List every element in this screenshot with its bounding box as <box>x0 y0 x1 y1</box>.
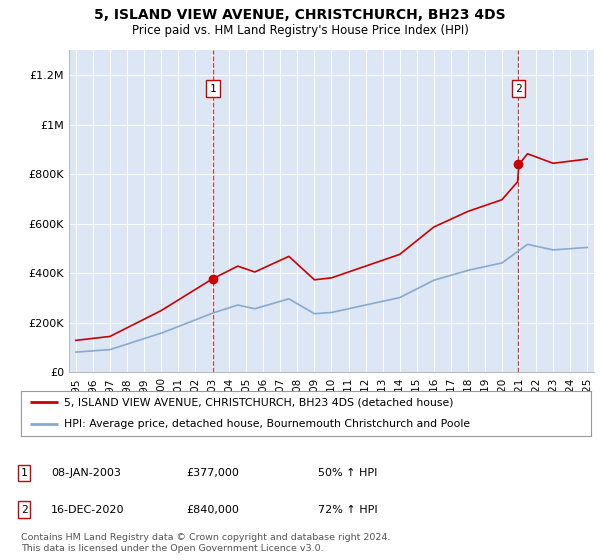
Text: £377,000: £377,000 <box>186 468 239 478</box>
Text: 5, ISLAND VIEW AVENUE, CHRISTCHURCH, BH23 4DS (detached house): 5, ISLAND VIEW AVENUE, CHRISTCHURCH, BH2… <box>64 397 453 407</box>
Text: 50% ↑ HPI: 50% ↑ HPI <box>318 468 377 478</box>
Text: 2: 2 <box>20 505 28 515</box>
Text: 08-JAN-2003: 08-JAN-2003 <box>51 468 121 478</box>
Text: £840,000: £840,000 <box>186 505 239 515</box>
Text: 72% ↑ HPI: 72% ↑ HPI <box>318 505 377 515</box>
Text: 16-DEC-2020: 16-DEC-2020 <box>51 505 125 515</box>
Text: Contains HM Land Registry data © Crown copyright and database right 2024.
This d: Contains HM Land Registry data © Crown c… <box>21 533 391 553</box>
Text: 5, ISLAND VIEW AVENUE, CHRISTCHURCH, BH23 4DS: 5, ISLAND VIEW AVENUE, CHRISTCHURCH, BH2… <box>94 8 506 22</box>
Text: Price paid vs. HM Land Registry's House Price Index (HPI): Price paid vs. HM Land Registry's House … <box>131 24 469 36</box>
Text: HPI: Average price, detached house, Bournemouth Christchurch and Poole: HPI: Average price, detached house, Bour… <box>64 419 470 430</box>
Text: 2: 2 <box>515 84 521 94</box>
Text: 1: 1 <box>20 468 28 478</box>
Text: 1: 1 <box>209 84 216 94</box>
